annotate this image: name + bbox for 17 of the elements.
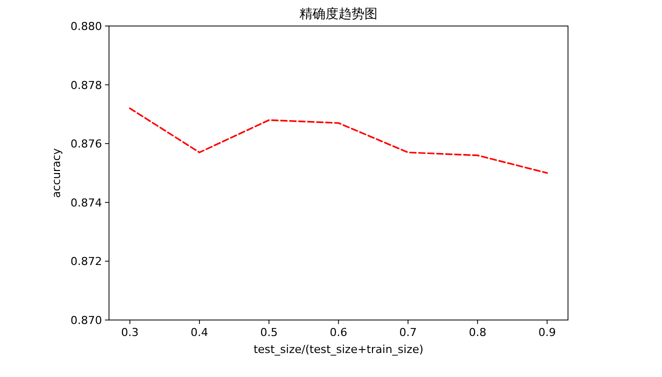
line-series — [129, 108, 548, 174]
y-tick-label: 0.872 — [70, 255, 102, 268]
y-tick-label: 0.870 — [70, 314, 102, 327]
y-tick-label: 0.878 — [70, 78, 102, 92]
x-tick-label: 0.8 — [468, 326, 486, 339]
y-tick-label: 0.876 — [70, 138, 102, 151]
y-tick-label: 0.874 — [70, 196, 102, 210]
x-tick-label: 0.7 — [399, 326, 417, 339]
x-tick-label: 0.6 — [330, 326, 348, 339]
chart-title: 精确度趋势图 — [300, 6, 378, 22]
x-tick-label: 0.5 — [260, 326, 278, 339]
y-axis-title: accuracy — [50, 148, 63, 198]
x-tick-label: 0.4 — [190, 326, 208, 339]
y-tick-label: 0.880 — [70, 20, 102, 33]
x-tick-label: 0.9 — [538, 326, 556, 339]
x-axis-title: test_size/(test_size+train_size) — [254, 343, 424, 356]
x-tick-label: 0.3 — [121, 326, 139, 339]
